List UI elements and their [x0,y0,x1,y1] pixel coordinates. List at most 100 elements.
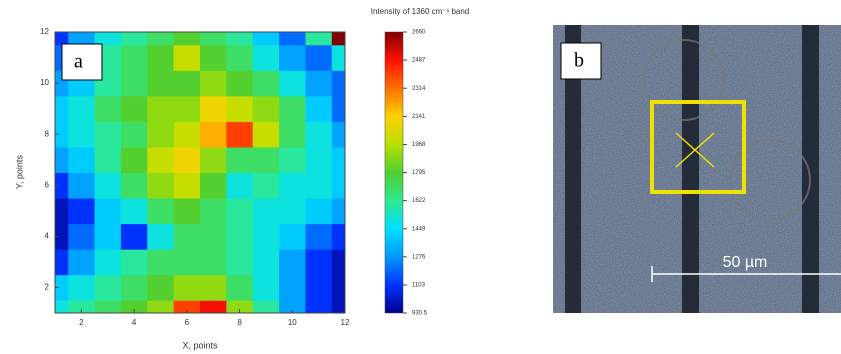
heat-cell [305,274,333,301]
heat-cell [120,172,148,199]
y-tick-label: 6 [45,180,50,189]
colorbar-tick-label: 1622 [412,198,426,204]
heat-cell [305,249,333,276]
heat-cell [120,95,148,122]
plot-frame [54,31,346,314]
circle-mark [643,39,725,121]
heat-cell [200,300,227,313]
heat-cell [120,32,148,46]
heat-cell [55,32,69,46]
heat-cell [331,70,345,97]
heat-cell [331,300,345,313]
panel-label: b [574,50,584,72]
heat-cell [120,121,148,148]
heat-cell [226,274,254,301]
heat-cell [279,300,306,313]
heat-cell [226,300,254,313]
heat-cell [173,274,201,301]
heat-cell [68,249,96,276]
panel-label-box [560,42,602,80]
heat-cell [252,300,280,313]
heat-cell [147,95,175,122]
heat-cell [226,70,254,97]
heat-cell [55,223,69,250]
heat-cell [173,146,201,173]
heat-cell [331,95,345,122]
heat-cell [94,172,122,199]
heat-cell [200,121,227,148]
heat-cell [200,70,227,97]
heat-cell [173,172,201,199]
heat-cell [305,223,333,250]
heat-cell [305,300,333,313]
heat-cell [173,249,201,276]
heat-cell [305,70,333,97]
heat-cell [94,32,122,46]
heat-cell [94,121,122,148]
heat-cell [331,198,345,225]
heat-cell [226,32,254,46]
y-tick-label: 10 [40,78,49,87]
heat-cell [200,198,227,225]
stripe [802,25,819,313]
cross [675,132,715,168]
colorbar-tick-label: 2314 [412,86,426,92]
heat-cell [226,198,254,225]
heat-cell [55,172,69,199]
heat-cell [94,249,122,276]
heat-cell [305,44,333,71]
heat-cell [331,121,345,148]
heat-cell [252,70,280,97]
heat-cell [200,172,227,199]
panel-label: a [74,51,83,73]
heat-cell [94,146,122,173]
panel-label-box [61,43,103,81]
heat-cell [68,146,96,173]
x-tick-label: 12 [341,318,350,327]
heat-cell [55,300,69,313]
heat-cell [173,44,201,71]
heat-cell [252,44,280,71]
heat-cell [279,70,306,97]
y-axis-label: Y, points [14,155,24,189]
heat-cell [252,95,280,122]
heat-cell [94,95,122,122]
heat-cell [331,274,345,301]
heat-cell [279,121,306,148]
heat-cell [68,300,96,313]
heat-cell [252,146,280,173]
heat-cell [279,44,306,71]
colorbar-tick-label: 2487 [412,58,426,64]
heat-cell [226,44,254,71]
colorbar-tick-label: 1449 [412,226,426,232]
heat-cell [305,198,333,225]
heat-cell [55,121,69,148]
heat-cell [120,70,148,97]
heat-cell [147,223,175,250]
heat-cell [200,95,227,122]
heat-cell [55,198,69,225]
colorbar-tick-label: 1968 [412,142,426,148]
heat-cell [120,223,148,250]
heat-cell [305,32,333,46]
heat-cell [120,249,148,276]
x-tick-label: 10 [288,318,297,327]
heat-cell [200,44,227,71]
heat-cell [226,249,254,276]
heat-cell [55,274,69,301]
heat-cell [252,32,280,46]
heat-cell [120,44,148,71]
heat-cell [68,172,96,199]
heat-cell [55,95,69,122]
colorbar-tick-label: 2660 [412,30,426,36]
heat-cell [252,172,280,199]
heat-cell [147,274,175,301]
heat-cell [279,95,306,122]
heat-cell [226,223,254,250]
heat-cell [279,146,306,173]
heat-cell [200,223,227,250]
heat-cell [94,198,122,225]
heat-cell [173,198,201,225]
heat-cell [252,223,280,250]
heat-cell [94,274,122,301]
